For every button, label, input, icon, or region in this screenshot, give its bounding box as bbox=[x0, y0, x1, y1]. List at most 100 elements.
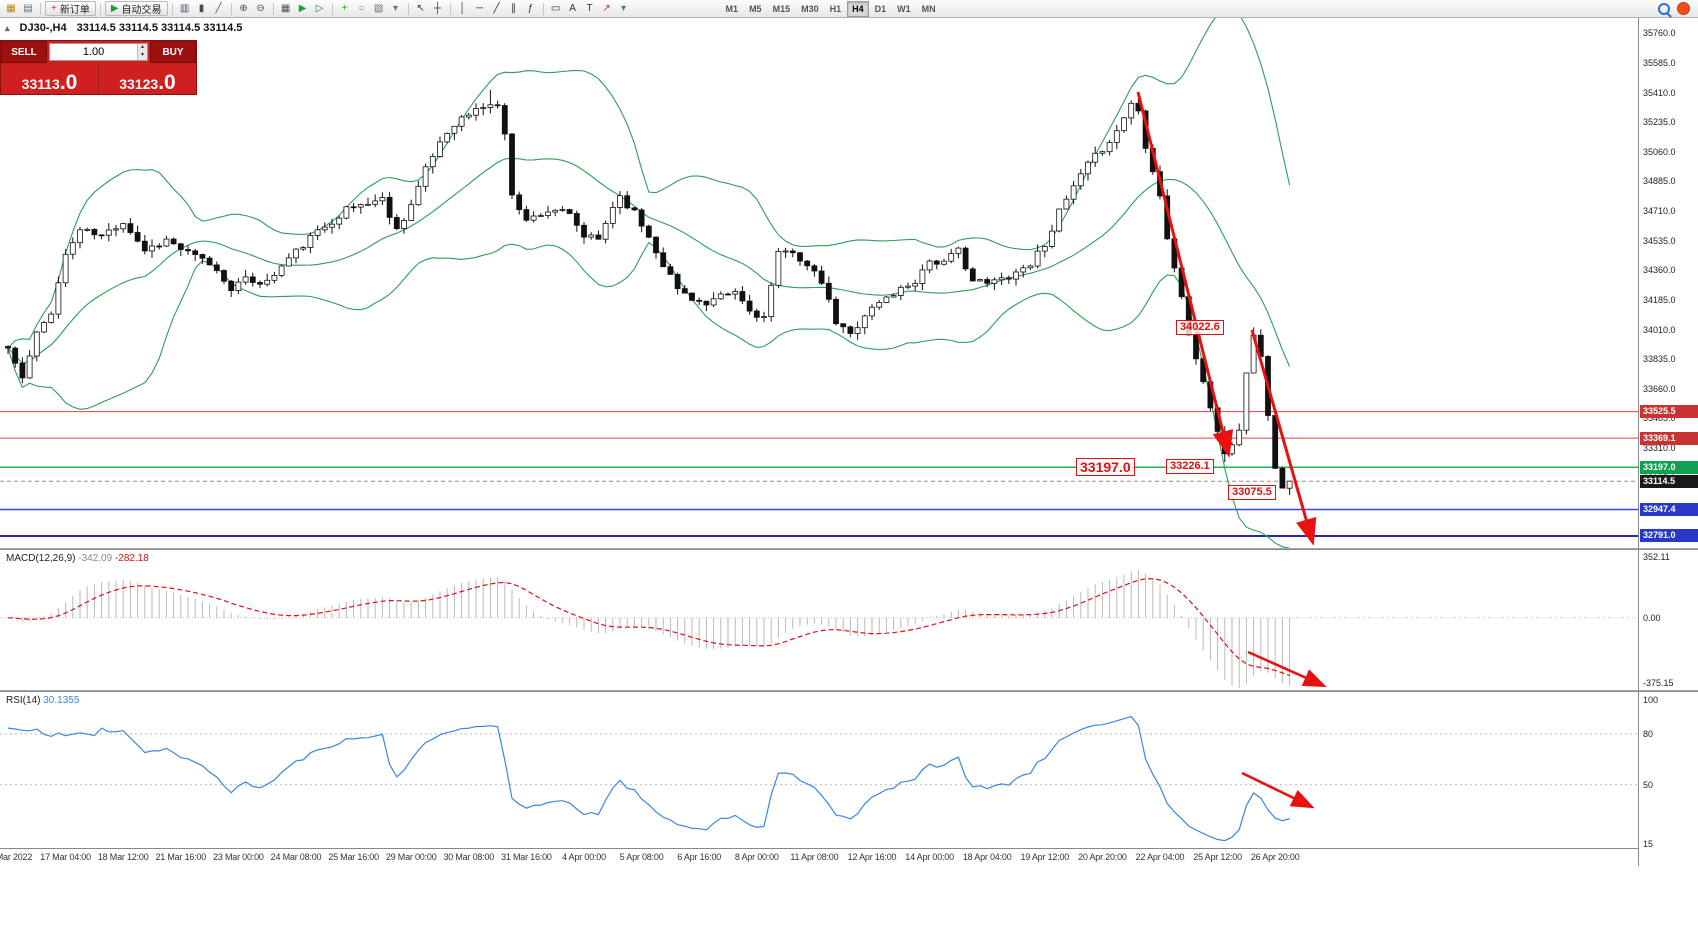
periods-icon[interactable]: ○ bbox=[354, 1, 370, 16]
time-label: 17 Mar 04:00 bbox=[40, 852, 91, 862]
text-icon[interactable]: A bbox=[565, 1, 581, 16]
trendline-icon: ╱ bbox=[493, 2, 500, 14]
timeframe-toolbar: M1 M5 M15 M30 H1 H4 D1 W1 MN bbox=[721, 0, 941, 17]
new-chart-icon: ▦ bbox=[6, 2, 16, 14]
time-label: 25 Mar 16:00 bbox=[328, 852, 379, 862]
fibonacci-icon[interactable]: ƒ bbox=[523, 1, 539, 16]
indicators-icon: + bbox=[341, 2, 348, 14]
horizontal-line-icon[interactable]: ─ bbox=[472, 1, 488, 16]
crosshair-icon[interactable]: ┼ bbox=[430, 1, 446, 16]
zoom-out-icon[interactable]: ⊖ bbox=[253, 1, 269, 16]
price-tick-label: 33310.0 bbox=[1643, 443, 1676, 454]
lot-size-input[interactable] bbox=[50, 44, 138, 60]
autotrade-icon: ▶ bbox=[110, 2, 119, 14]
timeframe-w1-button[interactable]: W1 bbox=[897, 3, 911, 14]
price-annotation: 33197.0 bbox=[1076, 458, 1135, 477]
toolbar-separator bbox=[331, 2, 333, 15]
trend-arrow bbox=[1250, 329, 1317, 546]
buy-button[interactable]: BUY bbox=[150, 41, 196, 63]
price-axis[interactable]: 35760.0 35585.0 35410.0 35235.0 35060.0 34885… bbox=[1638, 18, 1698, 866]
bar-chart-icon[interactable]: ▥ bbox=[177, 1, 193, 16]
lot-increase-button[interactable]: ▴ bbox=[137, 44, 147, 52]
time-label: 14 Apr 00:00 bbox=[905, 852, 954, 862]
sell-price-dec: .0 bbox=[59, 71, 78, 94]
rsi-axis-label: 15 bbox=[1643, 839, 1654, 849]
new-chart-icon[interactable]: ▦ bbox=[3, 1, 19, 16]
window-separator[interactable] bbox=[0, 690, 1698, 692]
objects-dropdown-icon[interactable]: ▾ bbox=[616, 1, 632, 16]
shapes-icon[interactable]: ▭ bbox=[548, 1, 564, 16]
rsi-chart bbox=[0, 715, 1638, 842]
rsi-axis-label: 100 bbox=[1643, 695, 1659, 705]
buy-price-int: 33123 bbox=[119, 76, 159, 92]
chart-window: ▴ DJ30-,H4 33114.5 33114.5 33114.5 33114… bbox=[0, 18, 1698, 935]
candlestick-chart[interactable] bbox=[0, 18, 1638, 548]
new-order-button[interactable]: + 新订单 bbox=[45, 1, 96, 16]
one-click-toggle-icon[interactable]: ▴ bbox=[5, 22, 10, 33]
price-tick-label: 35060.0 bbox=[1643, 146, 1676, 157]
templates-icon[interactable]: ▧ bbox=[371, 1, 387, 16]
periods-icon: ○ bbox=[358, 2, 365, 14]
zoom-in-icon: ⊕ bbox=[239, 2, 248, 14]
objects-dropdown-icon: ▾ bbox=[621, 2, 627, 14]
timeframe-m30-button[interactable]: M30 bbox=[801, 3, 819, 14]
price-annotation: 33075.5 bbox=[1228, 485, 1276, 500]
cursor-icon[interactable]: ↖ bbox=[413, 1, 429, 16]
autotrade-button-label: 自动交易 bbox=[121, 5, 162, 16]
time-label: 18 Apr 04:00 bbox=[962, 852, 1012, 862]
indicators-icon[interactable]: + bbox=[337, 1, 353, 16]
label-icon[interactable]: T bbox=[582, 1, 598, 16]
label-icon: T bbox=[586, 2, 593, 14]
rsi-line bbox=[7, 715, 1290, 842]
channel-icon[interactable]: ∥ bbox=[506, 1, 522, 16]
candlestick-chart-icon: ▮ bbox=[198, 2, 205, 14]
candlestick-chart-icon[interactable]: ▮ bbox=[194, 1, 210, 16]
toolbar-separator bbox=[99, 2, 101, 15]
rsi-axis-label: 80 bbox=[1643, 728, 1654, 739]
timeframe-mn-button[interactable]: MN bbox=[921, 3, 936, 14]
timeframe-h4-button[interactable]: H4 bbox=[847, 0, 869, 17]
search-icon[interactable] bbox=[1658, 2, 1670, 15]
one-click-trade-panel: SELL ▴ ▾ BUY 33113.0 33123.0 bbox=[0, 40, 197, 95]
toolbar-separator bbox=[407, 2, 409, 15]
auto-scroll-icon[interactable]: ▶ bbox=[295, 1, 311, 16]
vertical-line-icon[interactable]: │ bbox=[455, 1, 471, 16]
tile-windows-icon[interactable]: ▦ bbox=[278, 1, 294, 16]
time-label: 23 Mar 00:00 bbox=[213, 852, 264, 862]
toolbar-separator bbox=[171, 2, 173, 15]
time-label: 24 Mar 08:00 bbox=[270, 852, 322, 862]
template-dropdown-icon[interactable]: ▾ bbox=[388, 1, 404, 16]
toolbar: ▦ ▤ + 新订单 ▶ 自动交易 ▥ ▮ ╱ ⊕ ⊖ ▦ ▶ ▷ + ○ ▧ ▾ ↖ ┼ │ ─ ╱ ∥ ƒ ▭ A T ↗ ▾ M1 M5 M… bbox=[0, 0, 1698, 18]
timeframe-d1-button[interactable]: D1 bbox=[874, 3, 887, 14]
price-tick-label: 35235.0 bbox=[1643, 117, 1676, 128]
rsi-window[interactable]: RSI(14) 30.1355 bbox=[0, 692, 1638, 848]
timeframe-m15-button[interactable]: M15 bbox=[772, 3, 791, 14]
toolbar-right bbox=[1658, 2, 1698, 15]
timeframe-m5-button[interactable]: M5 bbox=[749, 3, 762, 14]
window-separator[interactable] bbox=[0, 548, 1698, 550]
time-label: 8 Apr 00:00 bbox=[734, 852, 779, 862]
main-chart-area[interactable]: ▴ DJ30-,H4 33114.5 33114.5 33114.5 33114… bbox=[0, 18, 1638, 548]
price-annotation: 34022.6 bbox=[1176, 320, 1224, 335]
autotrade-button[interactable]: ▶ 自动交易 bbox=[104, 1, 168, 16]
profiles-icon[interactable]: ▤ bbox=[20, 1, 36, 16]
sell-price[interactable]: 33113.0 bbox=[1, 63, 99, 94]
buy-price[interactable]: 33123.0 bbox=[99, 63, 196, 94]
sell-button[interactable]: SELL bbox=[1, 41, 47, 63]
chart-shift-icon[interactable]: ▷ bbox=[312, 1, 328, 16]
macd-window[interactable]: MACD(12,26,9) -342.09 -282.18 bbox=[0, 550, 1638, 690]
time-label: 22 Apr 04:00 bbox=[1135, 852, 1185, 862]
zoom-in-icon[interactable]: ⊕ bbox=[236, 1, 252, 16]
trendline-icon[interactable]: ╱ bbox=[489, 1, 505, 16]
lot-decrease-button[interactable]: ▾ bbox=[137, 52, 147, 60]
new-order-button-label: 新订单 bbox=[59, 5, 90, 16]
arrow-tools-icon[interactable]: ↗ bbox=[599, 1, 615, 16]
time-axis[interactable]: 15 Mar 2022 17 Mar 04:00 18 Mar 12:00 21 Ma… bbox=[0, 848, 1638, 867]
notification-icon[interactable] bbox=[1677, 2, 1690, 15]
price-tick-label: 34010.0 bbox=[1643, 324, 1676, 335]
buy-price-dec: .0 bbox=[158, 71, 176, 94]
timeframe-m1-button[interactable]: M1 bbox=[725, 3, 739, 14]
line-chart-icon[interactable]: ╱ bbox=[211, 1, 227, 16]
text-icon: A bbox=[569, 2, 576, 14]
timeframe-h1-button[interactable]: H1 bbox=[829, 3, 842, 14]
